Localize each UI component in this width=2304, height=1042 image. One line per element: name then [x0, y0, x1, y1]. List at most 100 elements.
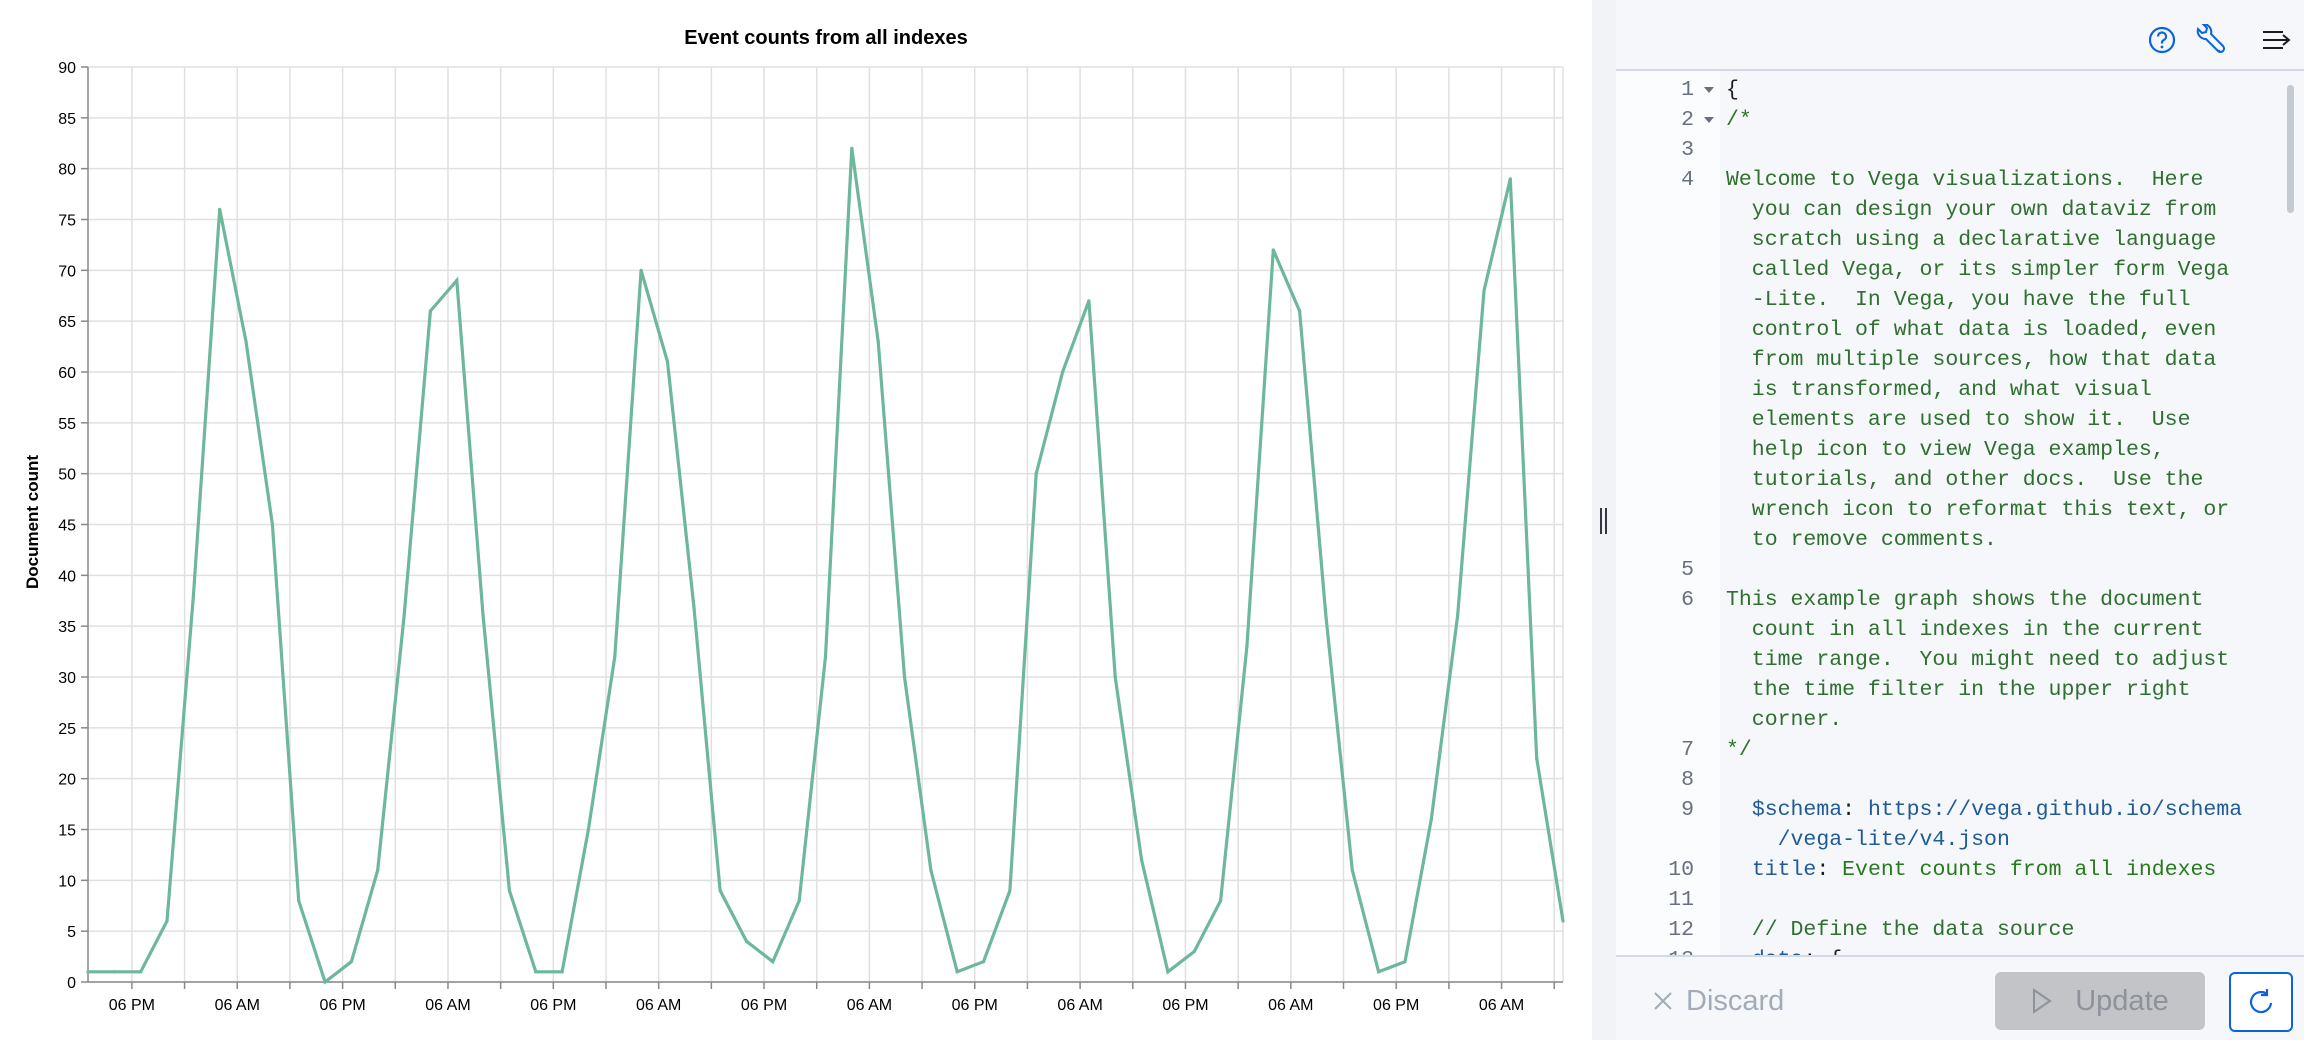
update-button[interactable]: Update: [1995, 972, 2205, 1030]
y-tick-label: 30: [58, 670, 76, 687]
data-point: [586, 827, 591, 832]
data-point: [823, 655, 828, 659]
data-point: [1403, 960, 1407, 964]
line-number: 9: [1681, 798, 1694, 822]
close-icon: [1654, 992, 1672, 1010]
code-token-comment: to remove comments.: [1726, 528, 1997, 552]
code-line: corner.: [1726, 705, 1842, 735]
y-axis-title: Document count: [23, 455, 42, 589]
data-point: [1139, 858, 1144, 862]
panel-resize-divider[interactable]: [1592, 0, 1616, 1040]
editor-toolbar: [1616, 0, 2304, 71]
series-line: [88, 148, 1565, 985]
x-tick-label: 06 AM: [1268, 997, 1313, 1014]
play-icon: [2033, 988, 2052, 1014]
help-circle-icon[interactable]: [2146, 24, 2178, 56]
code-line: you can design your own dataviz from: [1726, 195, 2216, 225]
data-point: [1429, 817, 1433, 821]
x-tick-label: 06 PM: [109, 997, 155, 1014]
code-token-comment: tutorials, and other docs. Use the: [1726, 468, 2204, 492]
code-token-key: data: [1752, 948, 1804, 955]
x-tick-label: 06 PM: [530, 997, 576, 1014]
data-point: [86, 970, 90, 974]
code-token-string: Event counts from all indexes: [1842, 858, 2217, 882]
discard-button[interactable]: Discard: [1652, 981, 1784, 1021]
y-tick-label: 10: [58, 873, 76, 890]
code-line: This example graph shows the document: [1726, 585, 2203, 615]
wrench-icon[interactable]: [2192, 23, 2226, 56]
line-number: 3: [1681, 138, 1694, 162]
data-point: [1561, 919, 1565, 923]
line-number: 12: [1668, 918, 1694, 942]
data-point: [534, 970, 538, 974]
data-point: [1008, 888, 1012, 893]
code-token-plain: [1726, 948, 1752, 955]
y-tick-label: 45: [58, 518, 76, 535]
data-point: [797, 899, 801, 903]
line-number: 6: [1681, 588, 1694, 612]
code-line: time range. You might need to adjust: [1726, 645, 2229, 675]
y-tick-label: 60: [58, 365, 76, 382]
code-token-comment: called Vega, or its simpler form Vega: [1726, 258, 2230, 282]
code-token-key: ://vega.github.io/schema: [1932, 798, 2243, 822]
chart-title: Event counts from all indexes: [684, 27, 967, 49]
data-point: [191, 594, 195, 598]
y-tick-label: 40: [58, 568, 76, 585]
gridlines: [88, 66, 1564, 983]
update-label: Update: [2075, 984, 2169, 1017]
data-point: [560, 970, 564, 974]
editor-scrollbar[interactable]: [2287, 85, 2294, 213]
line-number: 4: [1681, 168, 1694, 192]
data-point: [1350, 868, 1354, 872]
code-line: /*: [1726, 105, 1752, 135]
series-layer: [86, 146, 1565, 985]
code-token-plain: : {: [1803, 948, 1842, 955]
resize-handle-icon[interactable]: [1600, 508, 1608, 536]
code-line: count in all indexes in the current: [1726, 615, 2204, 645]
code-token-plain: :: [1842, 798, 1868, 822]
data-point: [1087, 299, 1091, 303]
code-token-comment: count in all indexes in the current: [1726, 618, 2204, 642]
data-point: [876, 339, 880, 344]
code-editor[interactable]: 12345678910111213 {/*Welcome to Vega vis…: [1616, 71, 2304, 955]
code-token-comment: is transformed, and what visual: [1726, 378, 2152, 402]
data-point: [507, 888, 512, 893]
code-token-comment: elements are used to show it. Use: [1726, 408, 2191, 432]
code-token-comment: /*: [1726, 108, 1752, 132]
y-tick-label: 0: [67, 975, 76, 992]
data-point: [1298, 309, 1302, 313]
refresh-button[interactable]: [2229, 972, 2293, 1032]
data-point: [1456, 614, 1460, 618]
line-number: 1: [1681, 78, 1694, 102]
data-point: [692, 604, 696, 608]
data-point: [165, 919, 169, 923]
code-token-comment: corner.: [1726, 708, 1843, 732]
x-tick-label: 06 AM: [1057, 997, 1102, 1014]
code-token-comment: This example graph shows the document: [1726, 588, 2204, 612]
code-line: wrench icon to reformat this text, or: [1726, 495, 2229, 525]
fold-toggle-icon[interactable]: [1704, 117, 1714, 123]
x-tick-label: 06 PM: [741, 997, 787, 1014]
code-token-comment: control of what data is loaded, even: [1726, 318, 2217, 342]
y-tick-label: 55: [58, 416, 76, 433]
data-point: [481, 614, 485, 618]
data-point: [665, 360, 670, 364]
code-token-plain: :: [1816, 858, 1843, 882]
data-point: [1535, 756, 1539, 760]
code-line: to remove comments.: [1726, 525, 1997, 555]
code-token-comment: from multiple sources, how that data: [1726, 348, 2217, 372]
code-token-comment: */: [1726, 738, 1752, 762]
collapse-menu-icon[interactable]: [2260, 24, 2292, 56]
code-line: -Lite. In Vega, you have the full: [1726, 285, 2191, 315]
data-point: [1508, 177, 1512, 181]
line-number-gutter: 12345678910111213: [1616, 71, 1720, 955]
data-point: [981, 960, 986, 964]
fold-toggle-icon[interactable]: [1704, 87, 1714, 93]
data-point: [1218, 899, 1223, 903]
code-token-comment: the time filter in the upper right: [1726, 678, 2191, 702]
code-token-plain: [1726, 798, 1752, 822]
line-number: 2: [1681, 108, 1694, 132]
data-point: [850, 146, 854, 150]
code-token-comment: scratch using a declarative language: [1726, 228, 2217, 252]
code-token-plain: [1726, 858, 1752, 882]
